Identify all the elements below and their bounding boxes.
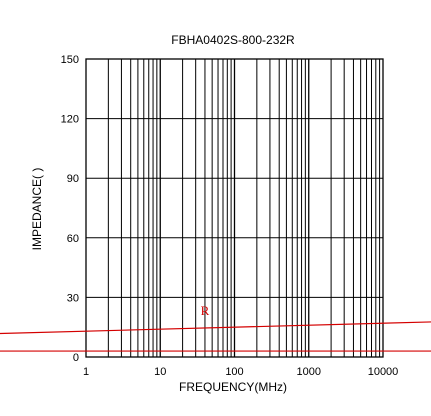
y-tick-label: 120 — [61, 114, 79, 126]
y-axis-ticks: 0 30 60 90 120 150 — [61, 54, 79, 364]
y-tick-label: 60 — [67, 233, 79, 245]
y-tick-label: 0 — [73, 352, 79, 364]
x-axis-label: FREQUENCY(MHz) — [179, 380, 287, 394]
x-tick-label: 1 — [83, 366, 89, 378]
series-layer — [0, 321, 431, 352]
x-tick-label: 10000 — [368, 366, 399, 378]
x-tick-label: 100 — [225, 366, 243, 378]
annotation-r: R — [201, 303, 210, 318]
y-axis-label: IMPEDANCE( ) — [30, 168, 44, 251]
series-line-1 — [0, 321, 431, 335]
y-tick-label: 90 — [67, 173, 79, 185]
x-tick-label: 10 — [154, 366, 166, 378]
x-axis-ticks: 1 10 100 1000 10000 — [83, 366, 398, 378]
chart-title: FBHA0402S-800-232R — [171, 33, 295, 47]
y-tick-label: 30 — [67, 292, 79, 304]
y-tick-label: 150 — [61, 54, 79, 66]
x-tick-label: 1000 — [297, 366, 321, 378]
plot-border — [85, 58, 384, 358]
grid — [85, 58, 384, 358]
